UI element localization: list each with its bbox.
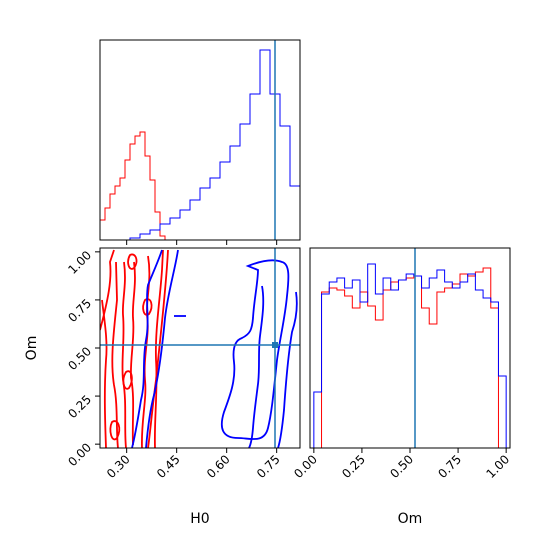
- red-contour-island-1: [109, 420, 121, 441]
- red-contour-band-2: [111, 261, 119, 448]
- blue-contour-outer-right: [277, 291, 298, 448]
- blue-contours: [131, 249, 298, 448]
- Om-marginal-xtick-label-2: 0.50: [387, 452, 416, 481]
- red-contour-band-1: [101, 299, 108, 448]
- Om-vs-H0-xtick-label-2: 0.60: [204, 452, 233, 481]
- H0-marginal-series-0-step: [99, 131, 166, 240]
- h0-histogram-frame: [99, 39, 301, 241]
- truth-marker: [272, 342, 278, 348]
- Om-vs-H0-xtick-label-1: 0.45: [154, 452, 183, 481]
- h0-om-contour-panel: 0.30 0.45 0.60 0.750.000.250.500.751.00 H0 …: [24, 247, 301, 527]
- blue-contour-outer-mid: [248, 285, 265, 448]
- Om-vs-H0-ytick-label-0: 0.00: [65, 440, 94, 469]
- Om-marginal-series-0-step: [313, 267, 507, 449]
- x-axis-label-om: Om: [398, 511, 423, 527]
- blue-contour-outer-left: [131, 249, 179, 448]
- Om-marginal-series-1-step: [313, 263, 507, 448]
- x-axis-label-h0: H0: [190, 511, 209, 527]
- y-axis-label-om: Om: [24, 336, 40, 361]
- blue-contour-inner: [220, 259, 290, 440]
- Om-marginal-xtick-label-4: 1.00: [483, 452, 512, 481]
- red-contour-island-4: [127, 253, 138, 270]
- red-contour-island-3: [142, 298, 153, 316]
- red-contour-band-3: [121, 261, 127, 448]
- om-histogram-panel: 0.00 0.25 0.50 0.75 1.00 Om: [291, 247, 512, 527]
- Om-vs-H0-xtick-label-3: 0.75: [254, 452, 283, 481]
- red-contour-band-4: [129, 261, 136, 446]
- red-contours: [100, 249, 169, 448]
- red-contour-island-2: [122, 370, 133, 390]
- h0-histogram-panel: [99, 39, 301, 245]
- red-contour-band-6: [153, 249, 164, 448]
- Om-vs-H0-ytick-label-3: 0.75: [65, 296, 94, 325]
- Om-vs-H0-ytick-label-1: 0.25: [65, 392, 94, 421]
- red-contour-band-5: [141, 255, 151, 448]
- Om-marginal-xtick-label-0: 0.00: [291, 452, 320, 481]
- Om-vs-H0-ytick-label-4: 1.00: [65, 248, 94, 277]
- Om-vs-H0-ytick-label-2: 0.50: [65, 344, 94, 373]
- Om-marginal-xtick-label-1: 0.25: [339, 452, 368, 481]
- Om-marginal-xtick-label-3: 0.75: [435, 452, 464, 481]
- Om-vs-H0-xtick-label-0: 0.30: [104, 452, 133, 481]
- H0-marginal-series-1-step: [100, 49, 301, 241]
